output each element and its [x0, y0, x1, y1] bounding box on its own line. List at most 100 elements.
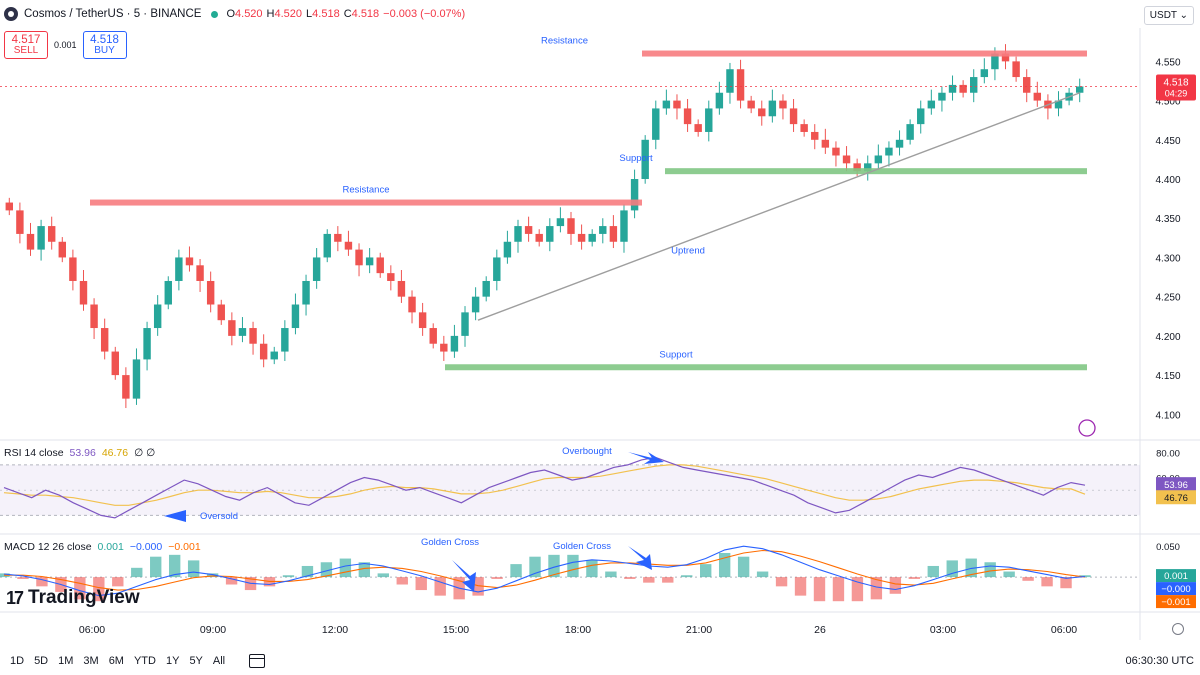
macd-histogram-bar: [301, 565, 314, 578]
market-open-icon: [211, 10, 219, 18]
clock-utc[interactable]: 06:30:30 UTC: [1125, 655, 1194, 667]
macd-hist-value-label: −0.001: [1161, 597, 1190, 608]
candle-body: [461, 312, 469, 336]
rsi-line: [3, 456, 1086, 519]
buy-button[interactable]: 4.518 BUY: [82, 31, 127, 59]
macd-histogram-bar: [358, 562, 371, 578]
candle-body: [620, 210, 628, 242]
price-tick-label: 4.400: [1155, 175, 1180, 186]
price-tick-label: 4.350: [1155, 214, 1180, 225]
timeframe-5d[interactable]: 5D: [34, 654, 49, 667]
rsi-legend[interactable]: RSI 14 close 53.96 46.76 ∅ ∅: [4, 447, 155, 459]
ohlc-close: C4.518: [343, 8, 380, 20]
candle-body: [365, 257, 374, 266]
candle-body: [768, 100, 777, 117]
trade-panel: 4.517 SELL 0.001 4.518 BUY: [4, 31, 127, 59]
candle-body: [535, 233, 543, 242]
macd-histogram-bar: [794, 577, 807, 596]
candle-body: [747, 100, 755, 109]
golden-cross-arrow-icon: [452, 560, 476, 592]
macd-histogram-bar: [282, 575, 295, 578]
timeframe-5y[interactable]: 5Y: [189, 654, 203, 667]
sell-button[interactable]: 4.517 SELL: [4, 31, 48, 59]
candle-body: [471, 296, 480, 313]
rsi-extra: ∅ ∅: [134, 447, 156, 459]
candle-body: [842, 155, 851, 164]
settings-gear-icon[interactable]: [1172, 623, 1184, 635]
macd-histogram-bar: [946, 560, 958, 578]
rsi-name: RSI 14 close: [4, 447, 64, 459]
rsi-tick-label: 80.00: [1156, 448, 1180, 459]
rsi-value-tag: [1156, 477, 1196, 492]
timeframe-ytd[interactable]: YTD: [133, 654, 156, 667]
support-band: [665, 168, 1087, 175]
macd-histogram-bar: [1041, 577, 1053, 587]
price-tick-label: 4.250: [1155, 293, 1180, 304]
macd-signal-value-label: −0.000: [1161, 584, 1190, 595]
candle-body: [885, 147, 893, 156]
calendar-icon[interactable]: [249, 653, 266, 668]
macd-legend[interactable]: MACD 12 26 close 0.001 −0.000 −0.001: [4, 541, 201, 553]
golden-cross-arrow-icon: [628, 546, 652, 570]
tradingview-mark-icon: 17: [6, 587, 24, 608]
overbought-arrow-icon: [628, 452, 664, 464]
macd-histogram-bar: [813, 577, 826, 602]
macd-histogram-bar: [339, 558, 352, 578]
time-tick-label: 21:00: [686, 624, 712, 636]
timeframe-1y[interactable]: 1Y: [165, 654, 180, 667]
macd-histogram-bar: [1022, 577, 1034, 581]
timeframe-3m[interactable]: 3M: [83, 654, 99, 667]
timeframe-1m[interactable]: 1M: [58, 654, 74, 667]
buy-price: 4.518: [90, 33, 119, 46]
price-tick-label: 4.450: [1155, 136, 1180, 147]
tradingview-logo[interactable]: 17 TradingView: [6, 587, 140, 609]
macd-histogram-bar: [984, 562, 996, 578]
symbol-title[interactable]: Cosmos / TetherUS · 5 · BINANCE: [24, 8, 202, 20]
candle-body: [270, 351, 278, 360]
macd-histogram-bar: [927, 565, 939, 578]
macd-histogram-bar: [851, 577, 864, 602]
macd-histogram-bar: [700, 564, 712, 578]
macd-histogram-bar: [832, 577, 845, 602]
rsi-value-label: 53.96: [1164, 480, 1188, 491]
timeframe-all[interactable]: All: [212, 654, 226, 667]
last-price-label: 4.518: [1163, 77, 1188, 88]
candle-body: [683, 108, 692, 125]
candle-body: [355, 249, 363, 266]
currency-button[interactable]: USDT ⌄: [1143, 6, 1194, 25]
macd-histogram-bar: [206, 573, 219, 578]
candle-body: [281, 328, 289, 352]
candle-body: [588, 233, 596, 242]
macd-value: 0.001: [97, 541, 124, 553]
macd-histogram-bar: [225, 577, 238, 585]
candle-body: [47, 226, 56, 242]
chart-header: Cosmos / TetherUS · 5 · BINANCE O4.520 H…: [0, 0, 1140, 28]
macd-histogram-bar: [548, 554, 560, 578]
timeframe-6m[interactable]: 6M: [108, 654, 124, 667]
support-label: Support: [659, 349, 693, 360]
timeframe-1d[interactable]: 1D: [10, 654, 25, 667]
candle-body: [26, 233, 35, 250]
price-tick-label: 4.300: [1155, 253, 1180, 264]
time-tick-label: 06:00: [1051, 624, 1077, 636]
candle-body: [228, 320, 236, 336]
macd-histogram-bar: [434, 577, 446, 596]
candle-body: [259, 343, 268, 360]
macd-histogram-bar: [415, 577, 427, 591]
candle-body: [609, 226, 618, 242]
price-tick-label: 4.150: [1155, 371, 1180, 382]
candle-body: [652, 108, 660, 140]
candle-body: [1012, 61, 1020, 78]
rsi-ma-label: 46.76: [1164, 493, 1188, 504]
candle-body: [493, 257, 501, 281]
candle-body: [323, 233, 331, 258]
candle-body: [980, 69, 989, 78]
macd-histogram-bar: [529, 556, 541, 578]
candle-body: [736, 69, 745, 101]
oversold-label: Oversold: [200, 511, 238, 522]
candle-body: [503, 241, 512, 258]
macd-histogram-bar: [718, 552, 731, 578]
candle-body: [832, 147, 840, 156]
candle-body: [408, 296, 416, 313]
